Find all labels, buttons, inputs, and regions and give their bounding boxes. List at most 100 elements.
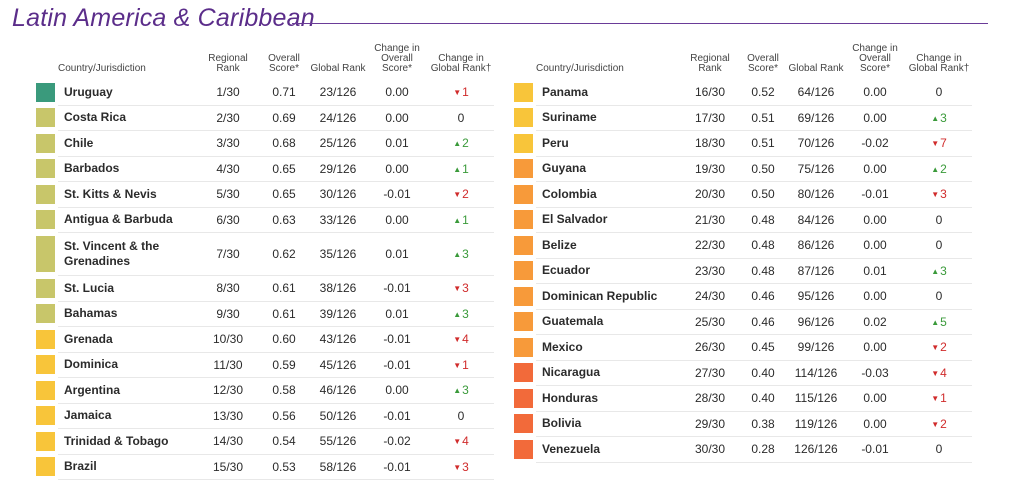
score-color-swatch — [513, 286, 533, 306]
regional-rank-cell: 9/30 — [198, 301, 258, 327]
overall-score-cell: 0.50 — [738, 181, 788, 208]
country-name: Guatemala — [536, 309, 682, 335]
change-rank-cell: ▼2 — [906, 411, 972, 437]
arrow-down-icon: ▼ — [453, 284, 462, 294]
country-name: El Salvador — [536, 207, 682, 233]
arrow-down-icon: ▼ — [453, 88, 462, 98]
global-rank-cell: 33/126 — [310, 207, 366, 233]
global-rank-cell: 50/126 — [310, 403, 366, 429]
header-regional-rank: Regional Rank — [208, 53, 248, 74]
header-country: Country/Jurisdiction — [58, 63, 146, 74]
change-rank-value: 4 — [940, 365, 947, 380]
score-color-swatch — [513, 159, 533, 179]
global-rank-cell: 69/126 — [788, 105, 844, 131]
change-score-cell: 0.00 — [844, 334, 906, 361]
country-name: Argentina — [58, 377, 198, 404]
regional-rank-cell: 10/30 — [198, 326, 258, 353]
overall-score-cell: 0.59 — [258, 352, 310, 378]
overall-score-cell: 0.48 — [738, 232, 788, 259]
change-rank-cell: ▲1 — [428, 207, 494, 233]
change-rank-cell: 0 — [906, 80, 972, 106]
score-color-swatch — [35, 133, 55, 153]
score-color-swatch — [513, 414, 533, 434]
change-score-cell: 0.01 — [366, 301, 428, 327]
change-rank-value: 2 — [462, 187, 469, 202]
change-rank-cell: 0 — [428, 105, 494, 131]
score-color-swatch — [513, 363, 533, 383]
change-score-cell: 0.00 — [844, 105, 906, 131]
change-rank-value: 0 — [935, 85, 943, 100]
change-rank-cell: ▼4 — [906, 360, 972, 386]
country-name: St. Vincent & the Grenadines — [58, 232, 198, 276]
table-row: Belize 22/30 0.48 86/126 0.00 0 — [510, 232, 972, 259]
table-row: Mexico 26/30 0.45 99/126 0.00 ▼2 — [510, 334, 972, 361]
change-rank-value: 0 — [935, 212, 943, 227]
change-rank-cell: ▲3 — [428, 232, 494, 276]
country-name: Chile — [58, 130, 198, 157]
score-color-swatch — [513, 108, 533, 128]
arrow-up-icon: ▲ — [453, 139, 462, 149]
change-rank-value: 3 — [462, 306, 469, 321]
change-score-cell: 0.00 — [366, 207, 428, 233]
regional-rank-cell: 24/30 — [682, 283, 738, 310]
score-color-swatch — [513, 337, 533, 357]
change-rank-value: 3 — [462, 459, 469, 474]
score-color-swatch — [513, 133, 533, 153]
regional-rank-cell: 23/30 — [682, 258, 738, 284]
change-rank-value: 4 — [462, 332, 469, 347]
change-score-cell: -0.01 — [366, 181, 428, 208]
change-rank-value: 1 — [462, 161, 469, 176]
change-rank-value: 0 — [935, 238, 943, 253]
overall-score-cell: 0.63 — [258, 207, 310, 233]
score-color-swatch — [35, 184, 55, 204]
country-name: Grenada — [58, 326, 198, 353]
score-color-swatch — [35, 159, 55, 179]
table-row: Jamaica 13/30 0.56 50/126 -0.01 0 — [32, 403, 494, 429]
global-rank-cell: 75/126 — [788, 156, 844, 182]
table-row: Brazil 15/30 0.53 58/126 -0.01 ▼3 — [32, 454, 494, 480]
overall-score-cell: 0.51 — [738, 105, 788, 131]
country-name: Uruguay — [58, 80, 198, 106]
change-rank-cell: ▼2 — [906, 334, 972, 361]
global-rank-cell: 96/126 — [788, 309, 844, 335]
arrow-up-icon: ▲ — [453, 250, 462, 259]
change-rank-cell: ▲3 — [428, 377, 494, 404]
country-name: Jamaica — [58, 403, 198, 429]
regional-rank-cell: 15/30 — [198, 454, 258, 480]
score-color-swatch — [35, 210, 55, 230]
overall-score-cell: 0.65 — [258, 156, 310, 182]
overall-score-cell: 0.60 — [258, 326, 310, 353]
table-row: Guatemala 25/30 0.46 96/126 0.02 ▲5 — [510, 309, 972, 335]
score-color-swatch — [513, 439, 533, 459]
change-rank-value: 3 — [462, 247, 469, 261]
global-rank-cell: 23/126 — [310, 80, 366, 106]
arrow-down-icon: ▼ — [931, 368, 940, 378]
table-row: Nicaragua 27/30 0.40 114/126 -0.03 ▼4 — [510, 360, 972, 386]
country-name: Dominican Republic — [536, 283, 682, 310]
country-name: Bahamas — [58, 301, 198, 327]
overall-score-cell: 0.56 — [258, 403, 310, 429]
overall-score-cell: 0.48 — [738, 207, 788, 233]
change-rank-cell: 0 — [906, 232, 972, 259]
change-rank-cell: ▼1 — [428, 352, 494, 378]
global-rank-cell: 55/126 — [310, 428, 366, 455]
change-rank-cell: ▲2 — [906, 156, 972, 182]
overall-score-cell: 0.54 — [258, 428, 310, 455]
arrow-down-icon: ▼ — [931, 139, 940, 149]
regional-rank-cell: 5/30 — [198, 181, 258, 208]
overall-score-cell: 0.61 — [258, 301, 310, 327]
table-header-row: Country/Jurisdiction Regional Rank Overa… — [32, 44, 494, 80]
regional-rank-cell: 17/30 — [682, 105, 738, 131]
change-rank-value: 2 — [940, 340, 947, 355]
table-row: Peru 18/30 0.51 70/126 -0.02 ▼7 — [510, 130, 972, 157]
overall-score-cell: 0.61 — [258, 275, 310, 302]
header-change-rank: Change in Global Rank† — [908, 53, 970, 74]
change-score-cell: 0.00 — [844, 283, 906, 310]
score-color-swatch — [513, 184, 533, 204]
rankings-table-right: Country/Jurisdiction Regional Rank Overa… — [510, 44, 972, 463]
table-row: Antigua & Barbuda 6/30 0.63 33/126 0.00 ▲1 — [32, 207, 494, 233]
regional-rank-cell: 3/30 — [198, 130, 258, 157]
overall-score-cell: 0.68 — [258, 130, 310, 157]
change-score-cell: -0.01 — [844, 436, 906, 463]
change-score-cell: 0.01 — [844, 258, 906, 284]
